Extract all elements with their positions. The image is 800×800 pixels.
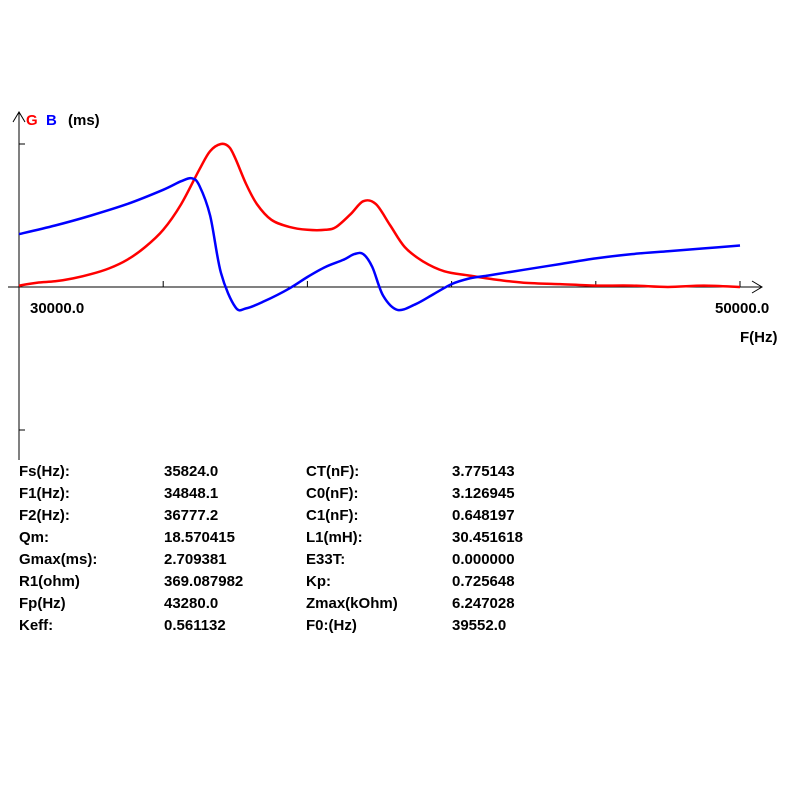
param-label: Qm: xyxy=(19,529,49,546)
param-label: F0:(Hz) xyxy=(306,617,357,634)
param-value: 35824.0 xyxy=(164,463,219,480)
param-label: Gmax(ms): xyxy=(19,551,98,568)
param-label: E33T: xyxy=(306,551,346,568)
param-label: Kp: xyxy=(306,573,331,590)
param-value: 2.709381 xyxy=(164,551,227,568)
param-value: 39552.0 xyxy=(452,617,507,634)
admittance-chart: G B (ms) 30000.0 50000.0 F(Hz) xyxy=(8,111,778,460)
x-min-label: 30000.0 xyxy=(30,300,84,317)
param-label: CT(nF): xyxy=(306,463,360,480)
param-label: Zmax(kOhm) xyxy=(306,595,398,612)
param-label: Fs(Hz): xyxy=(19,463,70,480)
param-label: Keff: xyxy=(19,617,54,634)
param-label: F1(Hz): xyxy=(19,485,70,502)
param-label: Fp(Hz) xyxy=(19,595,66,612)
param-value: 34848.1 xyxy=(164,485,219,502)
param-value: 0.648197 xyxy=(452,507,515,524)
param-label: L1(mH): xyxy=(306,529,363,546)
param-label: R1(ohm) xyxy=(19,573,80,590)
param-value: 3.775143 xyxy=(452,463,515,480)
param-value: 369.087982 xyxy=(164,573,244,590)
param-value: 36777.2 xyxy=(164,507,219,524)
param-value: 18.570415 xyxy=(164,529,235,546)
series-line-b xyxy=(18,176,741,312)
param-value: 6.247028 xyxy=(452,595,515,612)
param-value: 0.725648 xyxy=(452,573,515,590)
y-label-g: G xyxy=(26,112,38,129)
param-value: 0.561132 xyxy=(164,617,226,634)
param-label: C1(nF): xyxy=(306,507,359,524)
x-axis-arrow xyxy=(751,280,763,294)
y-axis-arrow xyxy=(12,111,26,123)
series-line-g xyxy=(18,142,741,289)
param-value: 43280.0 xyxy=(164,595,219,612)
param-value: 3.126945 xyxy=(452,485,515,502)
param-value: 0.000000 xyxy=(452,551,515,568)
y-label-unit: (ms) xyxy=(68,112,100,129)
param-label: C0(nF): xyxy=(306,485,359,502)
param-label: F2(Hz): xyxy=(19,507,70,524)
x-max-label: 50000.0 xyxy=(715,300,769,317)
param-value: 30.451618 xyxy=(452,529,523,546)
x-axis-label: F(Hz) xyxy=(740,329,778,346)
y-label-b: B xyxy=(46,112,57,129)
